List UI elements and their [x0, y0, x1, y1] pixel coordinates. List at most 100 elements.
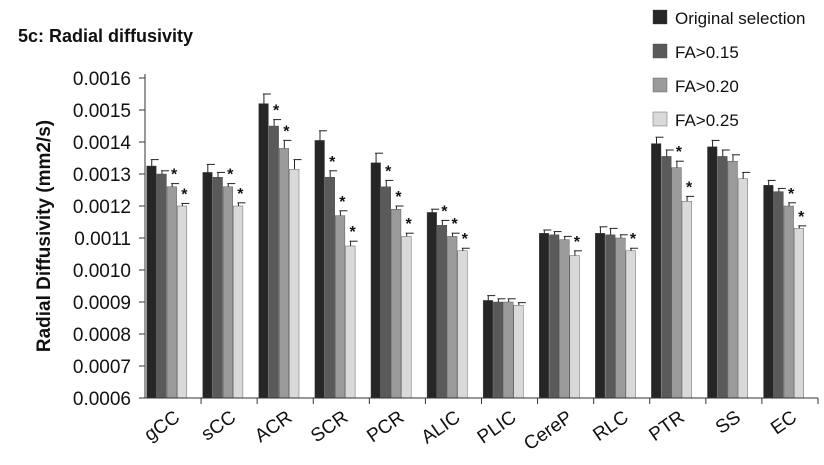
bar-PCR-3	[401, 236, 412, 399]
bar-PLIC-0	[482, 300, 493, 399]
bar-sCC-1	[212, 176, 223, 399]
bar-PTR-2	[671, 167, 682, 399]
bar-PLIC-1	[493, 301, 504, 399]
bar-ACR-1	[268, 125, 279, 399]
significance-star: *	[283, 123, 290, 140]
bar-ALIC-2	[447, 236, 458, 399]
significance-star: *	[686, 179, 693, 196]
bar-SCR-0	[314, 140, 325, 399]
bar-CereP-1	[549, 234, 560, 399]
bar-ALIC-1	[437, 224, 448, 399]
significance-star: *	[181, 186, 188, 203]
y-tick-label: 0.0010	[73, 261, 131, 282]
y-tick-label: 0.0012	[73, 197, 131, 218]
bar-ACR-3	[289, 168, 300, 399]
significance-star: *	[339, 194, 346, 211]
y-tick-label: 0.0014	[73, 133, 132, 154]
bar-RLC-2	[615, 237, 626, 399]
legend-swatch	[652, 9, 668, 25]
significance-star: *	[798, 209, 805, 226]
x-tick-label: RLC	[589, 407, 632, 446]
legend-label: FA>0.15	[675, 43, 739, 62]
bar-SS-3	[737, 178, 748, 399]
significance-star: *	[329, 154, 336, 171]
significance-star: *	[395, 189, 402, 206]
bar-PCR-1	[380, 186, 391, 399]
bar-EC-1	[773, 191, 784, 399]
y-axis: 0.0006 0.0007 0.0008 0.0009 0.0010 0.0011 0.00…	[73, 69, 146, 410]
bar-sCC-2	[222, 186, 233, 399]
y-tick-label: 0.0007	[73, 357, 131, 378]
bar-SCR-1	[324, 176, 335, 399]
bar-SCR-3	[345, 245, 356, 399]
significance-star: *	[349, 224, 356, 241]
x-tick-label: EC	[767, 407, 801, 439]
significance-star: *	[237, 186, 244, 203]
x-axis: gCC sCC ACR SCR PCR ALIC PLIC CereP RLC PTR SS EC	[141, 397, 819, 455]
x-tick-label: SS	[712, 407, 745, 439]
bar-EC-0	[763, 184, 774, 399]
y-tick-label: 0.0013	[73, 165, 131, 186]
x-tick-label: ALIC	[418, 407, 465, 448]
y-tick-label: 0.0015	[73, 101, 131, 122]
x-tick-label: PTR	[645, 407, 688, 446]
x-tick-label: ACR	[251, 407, 296, 447]
bar-ACR-0	[258, 103, 269, 399]
bar-sCC-3	[233, 205, 244, 399]
bar-PCR-0	[370, 162, 381, 399]
x-tick-label: CereP	[520, 407, 576, 455]
x-tick-label: PLIC	[474, 407, 521, 448]
bar-CereP-3	[569, 255, 580, 399]
bar-gCC-2	[166, 186, 177, 399]
significance-star: *	[676, 144, 683, 161]
significance-star: *	[273, 103, 280, 120]
bar-PTR-1	[661, 156, 672, 399]
y-tick-label: 0.0009	[73, 293, 131, 314]
y-axis-title: Radial Diffusivity (mm2/s)	[34, 120, 55, 352]
y-tick-label: 0.0016	[73, 69, 131, 90]
bar-PLIC-2	[503, 301, 514, 399]
bar-SS-0	[707, 146, 718, 399]
significance-star: *	[171, 167, 178, 184]
x-tick-label: SCR	[307, 407, 352, 447]
bar-ALIC-0	[426, 212, 437, 399]
bar-EC-2	[783, 205, 794, 399]
significance-star: *	[462, 231, 469, 248]
bar-sCC-0	[202, 172, 213, 399]
bar-CereP-0	[539, 232, 550, 399]
bar-ALIC-3	[457, 250, 468, 399]
bar-gCC-1	[156, 173, 167, 399]
legend-label: FA>0.20	[675, 77, 739, 96]
chart-title: 5c: Radial diffusivity	[18, 26, 193, 46]
bar-gCC-0	[146, 165, 157, 399]
y-tick-label: 0.0006	[73, 389, 131, 410]
significance-star: *	[574, 234, 581, 251]
bars: *************** * *** **	[146, 93, 807, 399]
significance-star: *	[630, 231, 637, 248]
x-tick-label: PCR	[363, 407, 408, 447]
bar-EC-3	[793, 228, 804, 399]
legend-label: Original selection	[675, 9, 805, 28]
legend-swatch	[652, 77, 668, 93]
significance-star: *	[441, 203, 448, 220]
legend-label: FA>0.25	[675, 111, 739, 130]
significance-star: *	[227, 167, 234, 184]
bar-ACR-2	[279, 148, 290, 399]
significance-star: *	[385, 163, 392, 180]
x-tick-label: gCC	[141, 407, 184, 446]
bar-PTR-0	[651, 143, 662, 399]
bar-SS-2	[727, 160, 738, 399]
legend-swatch	[652, 43, 668, 59]
bar-RLC-0	[595, 232, 606, 399]
bar-SS-1	[717, 156, 728, 399]
y-tick-label: 0.0008	[73, 325, 131, 346]
significance-star: *	[788, 186, 795, 203]
y-tick-label: 0.0011	[74, 229, 131, 250]
bar-gCC-3	[177, 205, 188, 399]
significance-star: *	[406, 216, 413, 233]
bar-PCR-2	[391, 208, 402, 399]
bar-CereP-2	[559, 239, 570, 399]
bar-RLC-1	[605, 234, 616, 399]
bar-PLIC-3	[513, 305, 524, 399]
x-tick-label: sCC	[198, 407, 240, 445]
